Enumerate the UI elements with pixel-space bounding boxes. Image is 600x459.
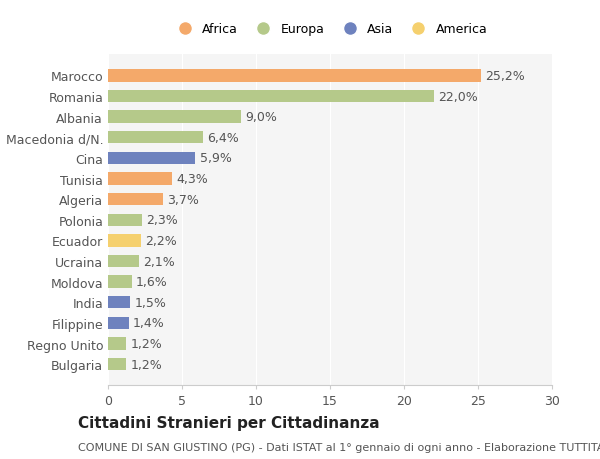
Text: 1,2%: 1,2% bbox=[130, 337, 162, 350]
Text: 22,0%: 22,0% bbox=[438, 90, 478, 103]
Text: Cittadini Stranieri per Cittadinanza: Cittadini Stranieri per Cittadinanza bbox=[78, 415, 380, 430]
Bar bbox=[108, 194, 163, 206]
Text: COMUNE DI SAN GIUSTINO (PG) - Dati ISTAT al 1° gennaio di ogni anno - Elaborazio: COMUNE DI SAN GIUSTINO (PG) - Dati ISTAT… bbox=[78, 442, 600, 452]
Bar bbox=[108, 214, 142, 226]
Bar bbox=[108, 111, 241, 123]
Text: 6,4%: 6,4% bbox=[207, 132, 239, 145]
Text: 1,5%: 1,5% bbox=[134, 296, 167, 309]
Text: 1,2%: 1,2% bbox=[130, 358, 162, 371]
Text: 5,9%: 5,9% bbox=[200, 152, 232, 165]
Text: 2,1%: 2,1% bbox=[143, 255, 175, 268]
Bar bbox=[108, 297, 130, 309]
Bar bbox=[108, 173, 172, 185]
Bar bbox=[108, 255, 139, 268]
Text: 3,7%: 3,7% bbox=[167, 193, 199, 206]
Bar bbox=[108, 338, 126, 350]
Bar bbox=[108, 70, 481, 83]
Text: 2,2%: 2,2% bbox=[145, 235, 177, 247]
Bar bbox=[108, 152, 196, 165]
Text: 2,3%: 2,3% bbox=[146, 214, 178, 227]
Bar bbox=[108, 358, 126, 370]
Bar bbox=[108, 235, 140, 247]
Text: 1,6%: 1,6% bbox=[136, 275, 168, 289]
Bar bbox=[108, 317, 129, 330]
Text: 25,2%: 25,2% bbox=[485, 70, 525, 83]
Bar bbox=[108, 132, 203, 144]
Text: 1,4%: 1,4% bbox=[133, 317, 165, 330]
Text: 4,3%: 4,3% bbox=[176, 173, 208, 185]
Text: 9,0%: 9,0% bbox=[245, 111, 278, 124]
Legend: Africa, Europa, Asia, America: Africa, Europa, Asia, America bbox=[167, 18, 493, 41]
Bar bbox=[108, 91, 434, 103]
Bar bbox=[108, 276, 131, 288]
